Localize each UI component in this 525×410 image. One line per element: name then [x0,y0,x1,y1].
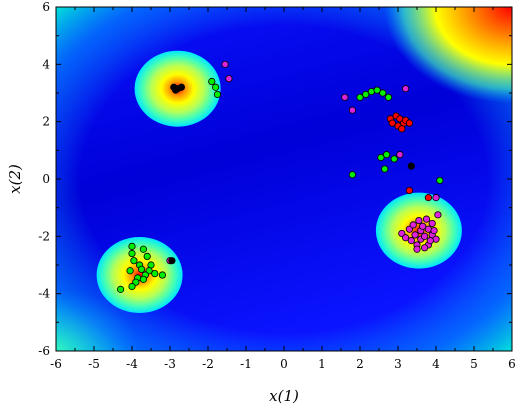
x-tick-label: -5 [88,357,100,371]
data-point-s1-17 [139,245,147,253]
data-point-s1-7 [373,86,381,94]
data-point-s1-12 [390,155,398,163]
data-point-s2-9 [398,125,406,133]
data-point-s2-8 [405,119,413,127]
data-point-s1-15 [436,176,444,185]
data-point-s1-1 [208,77,216,86]
x-tick-label: 4 [432,357,440,371]
x-tick-label: -6 [50,357,62,371]
data-point-s3-30 [420,244,429,252]
data-point-s1-4 [356,93,364,101]
y-tick-label: 0 [42,172,50,186]
data-point-s1-14 [348,171,356,179]
data-point-s1-20 [130,257,138,265]
y-tick-label: -4 [38,287,50,301]
x-tick-label: -3 [164,357,176,371]
x-tick-label: 5 [470,357,478,371]
data-point-s3-2 [225,75,233,83]
data-point-s1-30 [158,271,166,279]
x-tick-label: 1 [318,357,326,371]
data-point-s1-29 [139,275,147,283]
x-tick-label: 3 [394,357,402,371]
x-tick-label: 0 [280,357,288,371]
y-tick-label: -2 [38,229,50,243]
y-axis-label: x(2) [6,164,24,194]
data-point-s2-4 [388,119,396,127]
data-point-s4-4 [172,86,180,94]
data-point-s4-5 [407,162,415,170]
x-tick-label: -1 [240,357,252,371]
data-point-s3-6 [396,151,404,159]
data-point-s3-4 [348,106,356,114]
data-point-s1-9 [384,93,393,101]
x-axis-label: x(1) [269,387,299,405]
data-point-s1-18 [128,249,136,258]
data-point-s1-13 [381,165,389,173]
y-tick-label: -6 [38,344,50,358]
data-point-s3-13 [407,237,415,245]
data-point-s1-11 [382,151,391,159]
x-tick-label: -2 [202,357,214,371]
data-point-s3-5 [401,85,410,93]
data-point-s2-11 [424,194,432,202]
data-point-s1-8 [379,89,387,97]
data-point-s4-3 [177,83,185,91]
data-point-s1-33 [117,285,125,293]
data-point-s3-14 [409,221,417,229]
data-point-s3-22 [422,215,431,223]
data-point-s3-9 [434,211,442,219]
data-point-s1-23 [137,265,146,273]
x-tick-label: 2 [356,357,364,371]
data-point-s3-15 [411,231,419,239]
data-point-s3-25 [428,219,436,228]
data-point-s1-5 [362,90,370,99]
data-point-s1-3 [213,90,222,99]
data-point-s3-28 [413,245,421,253]
heatmap-background [56,7,512,351]
y-tick-label: 4 [42,57,50,71]
data-point-s3-29 [430,227,438,235]
data-point-s1-16 [128,242,136,250]
data-point-s1-19 [143,252,151,260]
data-point-s3-11 [401,234,410,242]
data-point-s1-2 [212,83,220,91]
data-point-s3-20 [419,222,427,230]
data-point-s3-1 [221,60,229,68]
data-point-s1-27 [151,269,159,278]
x-tick-label: 6 [508,357,516,371]
data-point-s1-25 [126,267,134,275]
data-point-s3-31 [426,237,434,245]
data-point-s3-21 [420,232,429,240]
data-point-s2-10 [405,186,413,195]
x-tick-label: -4 [126,357,138,371]
data-point-s3-17 [415,216,423,225]
y-tick-label: 6 [42,0,50,14]
data-point-s4-6 [168,257,176,265]
data-point-s1-32 [128,282,136,291]
data-point-s1-10 [377,153,385,162]
data-point-s3-3 [341,93,349,101]
y-tick-label: 2 [42,115,50,129]
data-point-s3-8 [432,194,440,202]
